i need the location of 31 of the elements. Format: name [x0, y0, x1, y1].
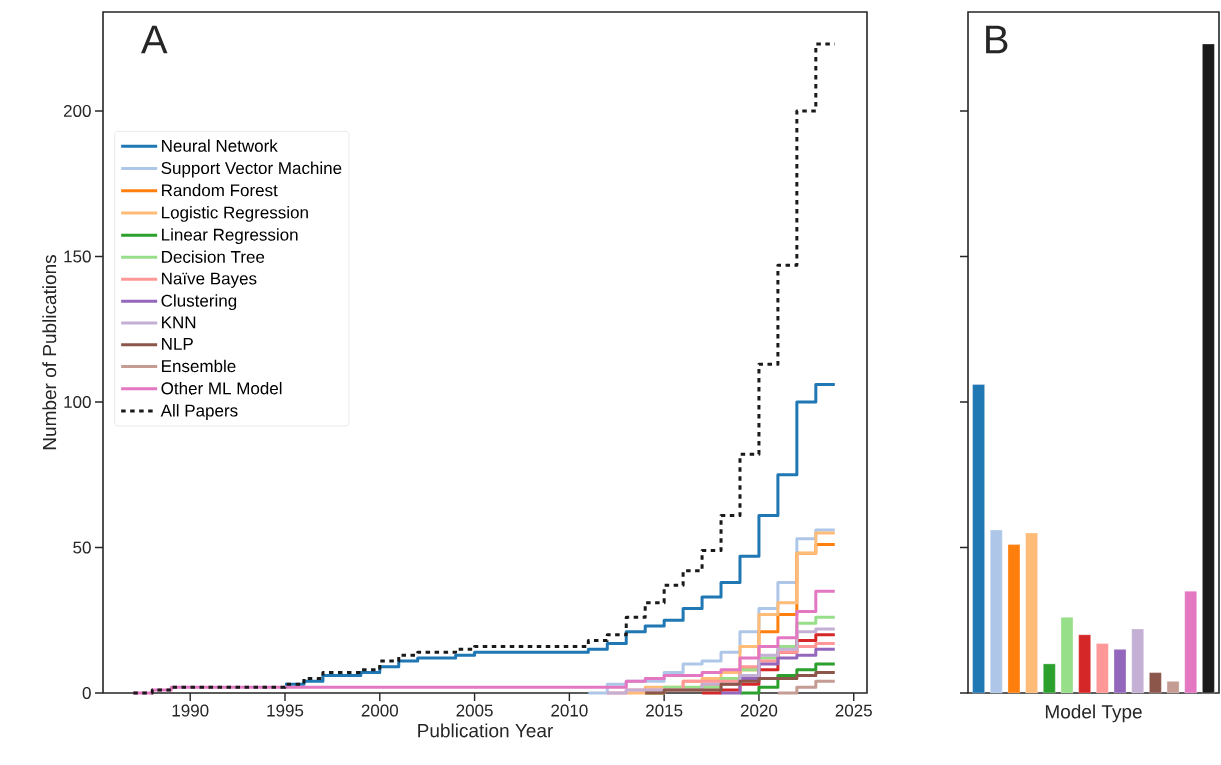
- legend-label: Other ML Model: [161, 381, 282, 395]
- legend-label: Support Vector Machine: [161, 161, 342, 178]
- legend-label: Neural Network: [162, 139, 278, 152]
- x-axis-title: Publication Year: [418, 723, 553, 738]
- legend-label: Logistic Regression: [162, 206, 308, 222]
- x-tick-label: 2025: [835, 704, 872, 717]
- x-tick-label: 2015: [646, 704, 683, 717]
- legend-label: Clustering: [161, 294, 237, 311]
- annotation: A: [141, 25, 168, 54]
- legend-label: All Papers: [160, 404, 238, 420]
- y-tick-label: 150: [64, 250, 91, 263]
- x-tick-label: 2005: [456, 704, 493, 717]
- legend-label: Ensemble: [162, 359, 236, 373]
- y-tick-label: 50: [73, 541, 91, 554]
- y-tick-label: 200: [63, 104, 91, 117]
- x-tick-label: 2000: [361, 704, 399, 717]
- y-tick-label: 100: [64, 395, 91, 408]
- x-tick-label: 2020: [740, 704, 778, 717]
- x-tick-label: 2010: [551, 704, 588, 717]
- x-tick-label: 1995: [267, 704, 304, 717]
- legend-label: NLP: [162, 338, 193, 350]
- x-axis-title: Model Type: [1045, 704, 1142, 723]
- legend-label: Random Forest: [162, 183, 278, 197]
- y-axis-title: Number of Publications: [42, 255, 57, 450]
- legend-label: Linear Regression: [162, 228, 298, 245]
- x-tick-label: 1990: [172, 704, 209, 717]
- legend-label: KNN: [162, 316, 196, 329]
- y-tick-label: 0: [82, 686, 91, 700]
- annotation: B: [986, 25, 1008, 54]
- legend-label: Decision Tree: [162, 250, 265, 263]
- legend-label: Naïve Bayes: [162, 272, 257, 288]
